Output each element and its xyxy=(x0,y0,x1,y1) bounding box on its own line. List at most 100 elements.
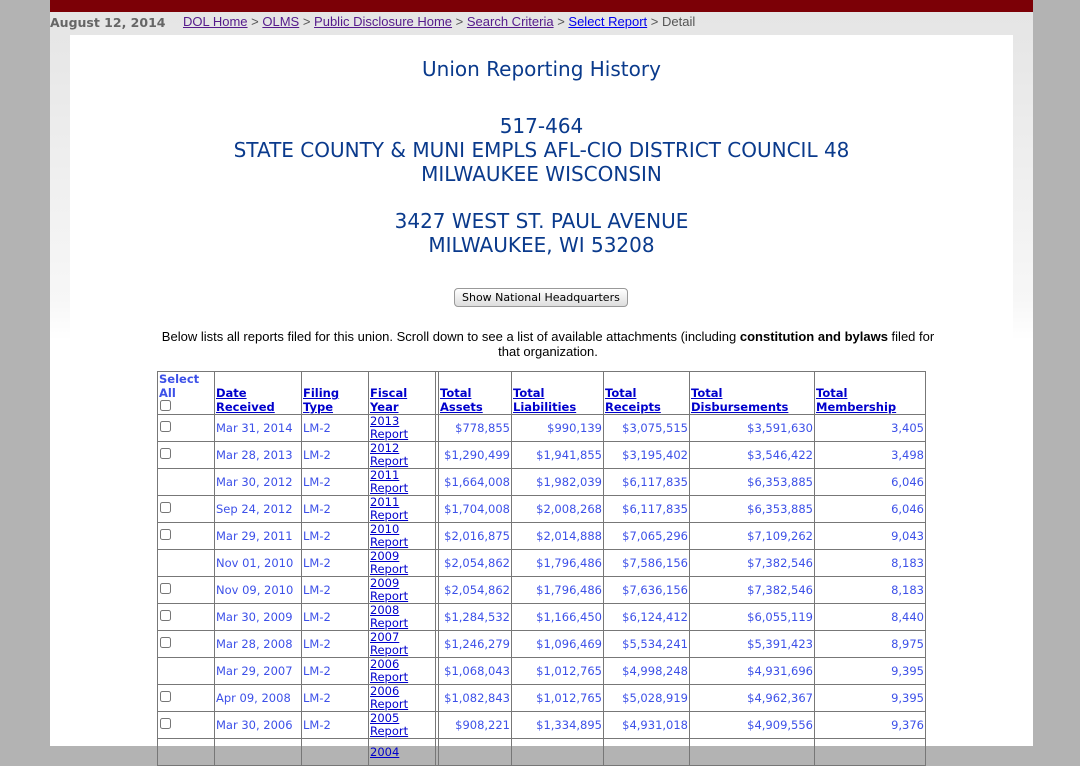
total-membership: 3,405 xyxy=(814,414,926,442)
report-link[interactable]: Report xyxy=(370,724,409,738)
select-all-checkbox[interactable] xyxy=(160,400,171,411)
address-line-2: MILWAUKEE, WI 53208 xyxy=(428,233,655,257)
fiscal-year-link[interactable]: 2005 xyxy=(370,711,400,725)
breadcrumb-select-report[interactable]: Select Report xyxy=(568,14,648,29)
sort-total-receipts[interactable]: Total Receipts xyxy=(605,386,661,414)
table-row: Sep 24, 2012 LM-2 2011 Report $1,704,008 $2,0… xyxy=(157,495,926,523)
filing-type: LM-2 xyxy=(301,711,369,739)
date-received: Mar 30, 2006 xyxy=(214,711,302,739)
select-cell xyxy=(157,603,215,631)
row-checkbox[interactable] xyxy=(160,448,171,459)
fiscal-year-link[interactable]: 2006 xyxy=(370,657,400,671)
fiscal-year-cell: 2009 Report xyxy=(368,576,436,604)
report-link[interactable]: Report xyxy=(370,481,409,495)
address-line-1: 3427 WEST ST. PAUL AVENUE xyxy=(394,209,689,233)
select-all-label[interactable]: Select All xyxy=(159,372,200,400)
date-received: Mar 31, 2014 xyxy=(214,414,302,442)
fiscal-year-link[interactable]: 2004 xyxy=(370,744,400,759)
report-link[interactable]: Report xyxy=(370,427,409,441)
sort-total-liabilities[interactable]: Total Liabilities xyxy=(513,386,577,414)
total-disbursements: $3,546,422 xyxy=(689,441,815,469)
date-received: Mar 29, 2007 xyxy=(214,657,302,685)
row-checkbox[interactable] xyxy=(160,502,171,513)
filing-type: LM-2 xyxy=(301,414,369,442)
select-cell xyxy=(157,495,215,523)
total-assets: $1,290,499 xyxy=(438,441,512,469)
breadcrumb-dol-home[interactable]: DOL Home xyxy=(183,14,248,29)
row-checkbox[interactable] xyxy=(160,529,171,540)
row-checkbox[interactable] xyxy=(160,610,171,621)
row-checkbox[interactable] xyxy=(160,637,171,648)
table-header: Select All Date Received Filing Type Fis… xyxy=(157,371,926,415)
sort-total-membership[interactable]: Total Membership xyxy=(816,386,897,414)
total-disbursements: $5,391,423 xyxy=(689,630,815,658)
total-disbursements: $3,591,630 xyxy=(689,414,815,442)
select-cell xyxy=(157,711,215,739)
total-assets: $778,855 xyxy=(438,414,512,442)
fiscal-year-link[interactable]: 2011 xyxy=(370,495,400,509)
total-receipts: $3,195,402 xyxy=(603,441,690,469)
show-national-headquarters-button[interactable]: Show National Headquarters xyxy=(454,288,628,307)
total-membership: 8,183 xyxy=(814,576,926,604)
select-cell xyxy=(157,414,215,442)
report-link[interactable]: Report xyxy=(370,508,409,522)
row-checkbox[interactable] xyxy=(160,583,171,594)
total-membership: 8,183 xyxy=(814,549,926,577)
intro-text: Below lists all reports filed for this u… xyxy=(158,329,938,359)
total-assets xyxy=(438,738,512,766)
row-checkbox[interactable] xyxy=(160,691,171,702)
report-link[interactable]: Report xyxy=(370,616,409,630)
total-assets: $1,082,843 xyxy=(438,684,512,712)
fiscal-year-link[interactable]: 2009 xyxy=(370,576,400,590)
fiscal-year-link[interactable]: 2010 xyxy=(370,522,400,536)
report-link[interactable]: Report xyxy=(370,670,409,684)
report-link[interactable]: Report xyxy=(370,697,409,711)
breadcrumb-search-criteria[interactable]: Search Criteria xyxy=(466,14,554,29)
total-membership: 9,395 xyxy=(814,657,926,685)
fiscal-year-link[interactable]: 2012 xyxy=(370,441,400,455)
sort-total-disbursements[interactable]: Total Disbursements xyxy=(691,386,789,414)
union-location: MILWAUKEE WISCONSIN xyxy=(421,162,662,186)
fiscal-year-link[interactable]: 2006 xyxy=(370,684,400,698)
fiscal-year-link[interactable]: 2007 xyxy=(370,630,400,644)
table-row: Mar 30, 2009 LM-2 2008 Report $1,284,532 $1,1… xyxy=(157,603,926,631)
page-title: Union Reporting History xyxy=(422,57,661,81)
sort-date-received[interactable]: Date Received xyxy=(216,386,275,414)
report-link[interactable]: Report xyxy=(370,535,409,549)
total-liabilities: $1,096,469 xyxy=(511,630,604,658)
fiscal-year-cell: 2012 Report xyxy=(368,441,436,469)
total-disbursements: $6,055,119 xyxy=(689,603,815,631)
total-receipts: $7,636,156 xyxy=(603,576,690,604)
total-receipts: $5,028,919 xyxy=(603,684,690,712)
select-cell xyxy=(157,441,215,469)
row-checkbox[interactable] xyxy=(160,718,171,729)
fiscal-year-link[interactable]: 2008 xyxy=(370,603,400,617)
row-checkbox[interactable] xyxy=(160,421,171,432)
sort-fiscal-year[interactable]: Fiscal Year xyxy=(370,386,408,414)
report-link[interactable]: Report xyxy=(370,589,409,603)
total-membership: 9,395 xyxy=(814,684,926,712)
sort-filing-type[interactable]: Filing Type xyxy=(303,386,340,414)
filing-type: LM-2 xyxy=(301,603,369,631)
date-received xyxy=(214,738,302,766)
total-disbursements: $4,931,696 xyxy=(689,657,815,685)
report-link[interactable]: Report xyxy=(370,562,409,576)
total-assets: $2,054,862 xyxy=(438,549,512,577)
breadcrumb-olms[interactable]: OLMS xyxy=(262,14,300,29)
select-cell xyxy=(157,549,215,577)
select-cell xyxy=(157,522,215,550)
date-received: Sep 24, 2012 xyxy=(214,495,302,523)
report-link[interactable]: Report xyxy=(370,643,409,657)
total-liabilities: $1,166,450 xyxy=(511,603,604,631)
total-receipts: $6,117,835 xyxy=(603,468,690,496)
report-link[interactable]: Report xyxy=(370,454,409,468)
breadcrumb-public-disclosure-home[interactable]: Public Disclosure Home xyxy=(314,14,453,29)
total-disbursements: $6,353,885 xyxy=(689,468,815,496)
filing-type: LM-2 xyxy=(301,468,369,496)
fiscal-year-link[interactable]: 2013 xyxy=(370,414,400,428)
fiscal-year-link[interactable]: 2009 xyxy=(370,549,400,563)
fiscal-year-link[interactable]: 2011 xyxy=(370,468,400,482)
date-received: Mar 28, 2013 xyxy=(214,441,302,469)
sort-total-assets[interactable]: Total Assets xyxy=(440,386,483,414)
total-receipts: $7,586,156 xyxy=(603,549,690,577)
